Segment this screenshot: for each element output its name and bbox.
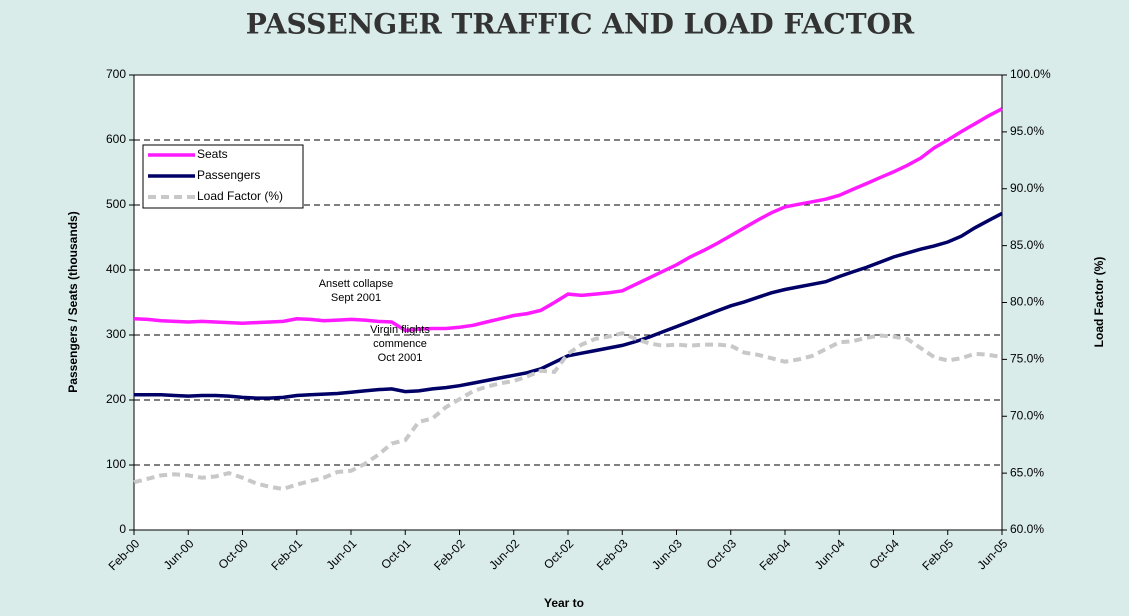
y2-tick-label: 95.0% — [1010, 124, 1044, 138]
chart-title: PASSENGER TRAFFIC AND LOAD FACTOR — [246, 8, 915, 41]
y2-tick-label: 60.0% — [1010, 522, 1044, 536]
y2-tick-label: 90.0% — [1010, 181, 1044, 195]
legend-label: Load Factor (%) — [197, 189, 283, 203]
legend-label: Seats — [197, 147, 228, 161]
annotation: Virgin flights — [370, 324, 430, 336]
plot-area — [134, 75, 1002, 530]
annotation: Oct 2001 — [378, 352, 423, 364]
y-tick-label: 200 — [106, 392, 126, 406]
series-line — [133, 107, 1003, 333]
y2-tick-label: 85.0% — [1010, 238, 1044, 252]
y2-tick-label: 100.0% — [1010, 67, 1051, 81]
y2-tick-label: 65.0% — [1010, 465, 1044, 479]
y-tick-label: 400 — [106, 262, 126, 276]
y2-tick-label: 70.0% — [1010, 408, 1044, 422]
annotation: Sept 2001 — [331, 292, 381, 304]
x-axis-title: Year to — [544, 596, 584, 610]
y2-tick-label: 80.0% — [1010, 295, 1044, 309]
annotation: commence — [373, 338, 427, 350]
series-line — [134, 211, 1003, 400]
y-tick-label: 0 — [119, 522, 126, 536]
y2-tick-label: 75.0% — [1010, 352, 1044, 366]
series-line — [133, 331, 1003, 492]
y-tick-label: 300 — [106, 327, 126, 341]
legend-label: Passengers — [197, 168, 260, 182]
annotation: Ansett collapse — [319, 278, 394, 290]
legend: Seats Passengers Load Factor (%) — [142, 144, 304, 209]
y-tick-label: 100 — [106, 457, 126, 471]
y2-axis-title: Load Factor (%) — [1092, 257, 1106, 348]
y-tick-label: 500 — [106, 197, 126, 211]
y-tick-label: 700 — [106, 67, 126, 81]
y-tick-label: 600 — [106, 132, 126, 146]
y-axis-title: Passengers / Seats (thousands) — [66, 211, 80, 392]
